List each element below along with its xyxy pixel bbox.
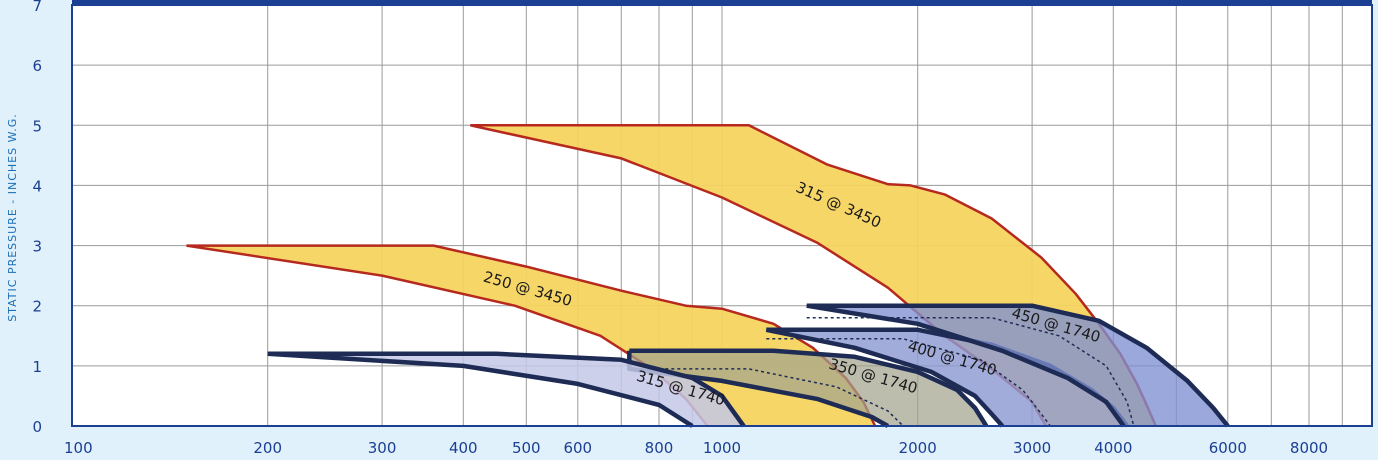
series-area [186, 245, 876, 426]
series-area [629, 350, 987, 426]
series-area [267, 353, 744, 426]
x-tick-label: 400 [449, 439, 478, 457]
x-tick-label: 600 [563, 439, 592, 457]
y-tick-label: 7 [32, 0, 42, 15]
x-tick-label: 800 [645, 439, 674, 457]
series-lower-edge [806, 303, 1126, 428]
y-axis-label: STATIC PRESSURE - INCHES W.G. [6, 113, 19, 321]
y-tick-label: 5 [32, 117, 42, 135]
y-tick-label: 3 [32, 238, 42, 256]
x-tick-label: 100 [64, 439, 93, 457]
series-upper-edge [629, 348, 989, 428]
series-upper-edge [267, 351, 746, 428]
series-inner-curve [766, 338, 1051, 427]
series-inner-curve [806, 316, 1135, 427]
plot-frame [71, 4, 1373, 427]
series-450-1740: 450 @ 1740 [806, 303, 1230, 428]
x-tick-label: 500 [512, 439, 541, 457]
x-tick-label: 1000 [703, 439, 741, 457]
y-tick-label: 0 [32, 418, 42, 436]
y-tick-label: 6 [32, 57, 42, 75]
x-tick-label: 300 [368, 439, 397, 457]
series-lower-edge [765, 327, 1005, 428]
y-tick-label: 4 [32, 177, 42, 195]
series-315-1740: 315 @ 1740 [267, 351, 746, 428]
series-upper-edge [806, 303, 1230, 428]
x-tick-label: 4000 [1094, 439, 1132, 457]
x-tick-label: 2000 [899, 439, 937, 457]
series-inner-curve [629, 368, 904, 427]
y-tick-label: 2 [32, 298, 42, 316]
x-tick-label: 200 [253, 439, 282, 457]
series-350-1740: 350 @ 1740 [627, 348, 989, 428]
y-tick-label: 1 [32, 358, 42, 376]
x-tick-label: 3000 [1013, 439, 1051, 457]
x-tick-label: 8000 [1290, 439, 1328, 457]
x-tick-label: 6000 [1209, 439, 1247, 457]
series-lower-edge [267, 351, 694, 428]
